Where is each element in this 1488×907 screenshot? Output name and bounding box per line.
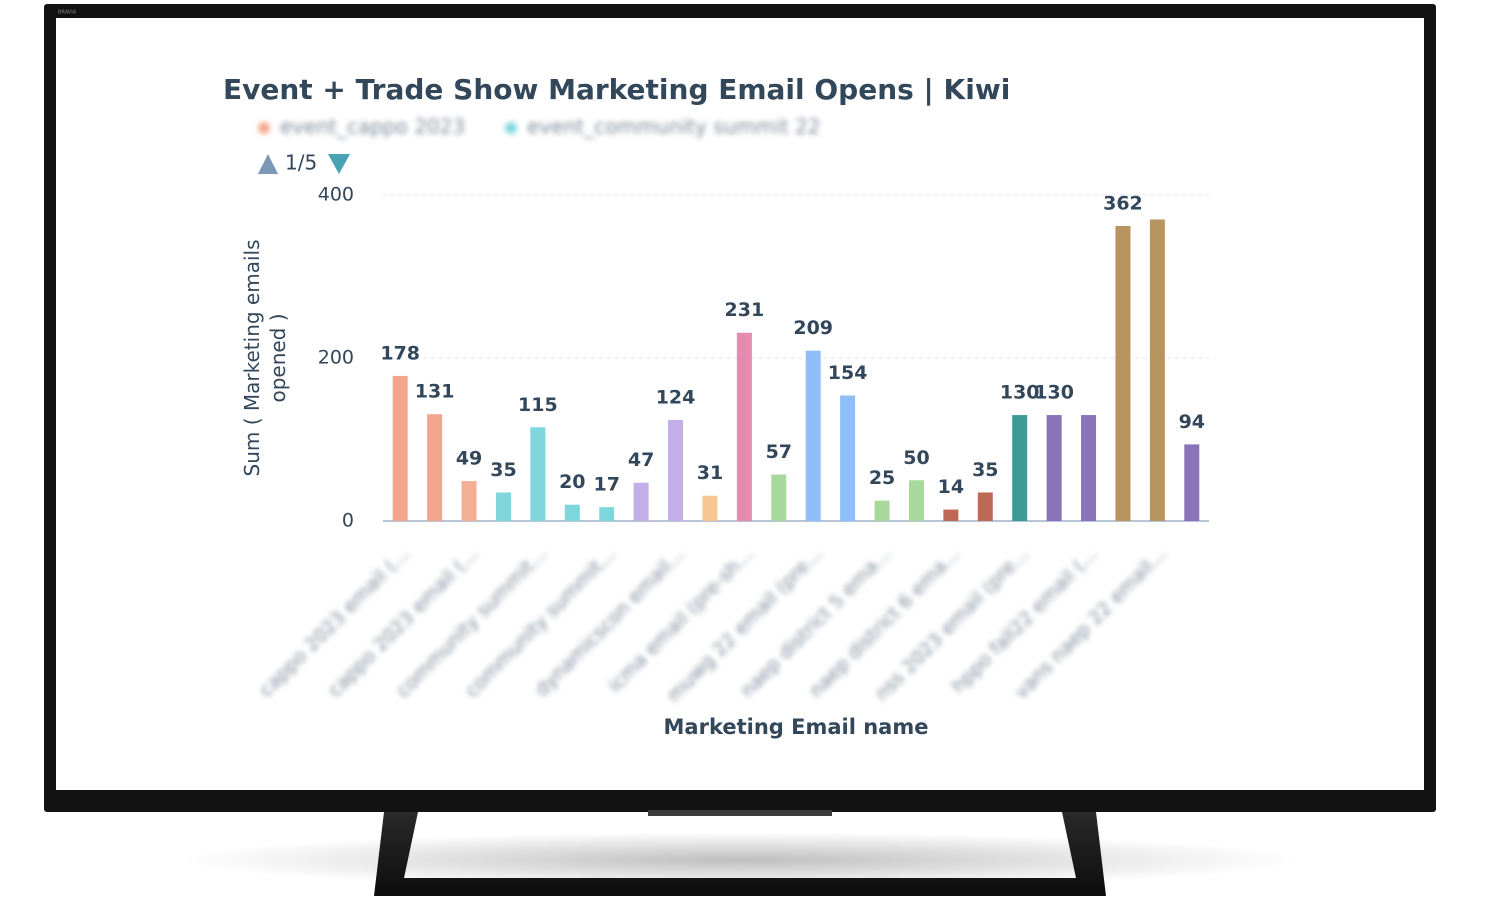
y-axis-label: Sum ( Marketing emails opened ): [240, 240, 290, 477]
bar: [633, 482, 649, 521]
tv-stand: [374, 812, 1106, 896]
bar: [564, 504, 580, 521]
bar: [1115, 225, 1131, 521]
data-label: 178: [380, 342, 420, 364]
data-label: 362: [1103, 192, 1143, 214]
bar: [771, 474, 787, 521]
data-label: 31: [697, 462, 723, 484]
data-label: 115: [518, 394, 558, 416]
y-tick-label: 400: [318, 184, 354, 206]
data-label: 35: [972, 459, 998, 481]
legend-marker: [258, 122, 270, 134]
data-label: 209: [793, 317, 833, 339]
bar: [530, 427, 546, 521]
data-label: 17: [593, 474, 619, 496]
bar: [1184, 444, 1200, 521]
legend-label: event_community summit 22: [527, 115, 820, 139]
data-label: 130: [1000, 382, 1040, 404]
bar: [427, 414, 443, 521]
data-label: 14: [938, 476, 964, 498]
bar: [874, 500, 890, 521]
y-tick-label: 0: [342, 510, 354, 532]
legend-marker: [505, 122, 518, 134]
data-label: 131: [415, 381, 455, 403]
data-label: 94: [1179, 411, 1205, 433]
y-tick-label: 200: [318, 347, 354, 369]
data-label: 124: [656, 386, 696, 408]
y-axis-label-line: opened ): [266, 313, 290, 402]
bar: [461, 481, 477, 521]
bar: [1012, 415, 1028, 521]
bar: [908, 480, 924, 521]
data-label: 57: [766, 441, 792, 463]
bar: [1046, 415, 1062, 521]
bar: [840, 395, 856, 521]
data-label: 35: [490, 459, 516, 481]
tv-foot: [648, 810, 832, 816]
chart-title: Event + Trade Show Marketing Email Opens…: [223, 73, 1010, 106]
bar: [805, 350, 821, 521]
y-axis-label-line: Sum ( Marketing emails: [240, 240, 264, 477]
data-label: 154: [828, 362, 868, 384]
bar: [599, 507, 615, 521]
data-label: 231: [725, 299, 765, 321]
pager-text: 1/5: [285, 151, 317, 175]
data-label: 50: [903, 447, 929, 469]
legend: event_cappo 2023 event_community summit 2…: [258, 115, 820, 139]
bar: [1081, 415, 1097, 521]
bar: [977, 492, 993, 521]
bar: [702, 495, 718, 521]
bar: [392, 375, 408, 521]
pager-up[interactable]: [258, 154, 278, 174]
pager-down[interactable]: [328, 154, 350, 174]
floor-shadow: [180, 832, 1300, 888]
bar: [668, 419, 684, 521]
bar: [943, 509, 959, 521]
brand-label: BRAVIA: [58, 10, 77, 16]
bar: [495, 492, 511, 521]
data-label: 130: [1034, 382, 1074, 404]
bar: [1149, 219, 1165, 521]
data-label: 20: [559, 471, 585, 493]
bar: [736, 332, 752, 521]
legend-label: event_cappo 2023: [280, 115, 465, 139]
data-label: 25: [869, 467, 895, 489]
data-label: 47: [628, 449, 654, 471]
x-axis-label: Marketing Email name: [664, 715, 929, 739]
data-label: 49: [456, 448, 482, 470]
